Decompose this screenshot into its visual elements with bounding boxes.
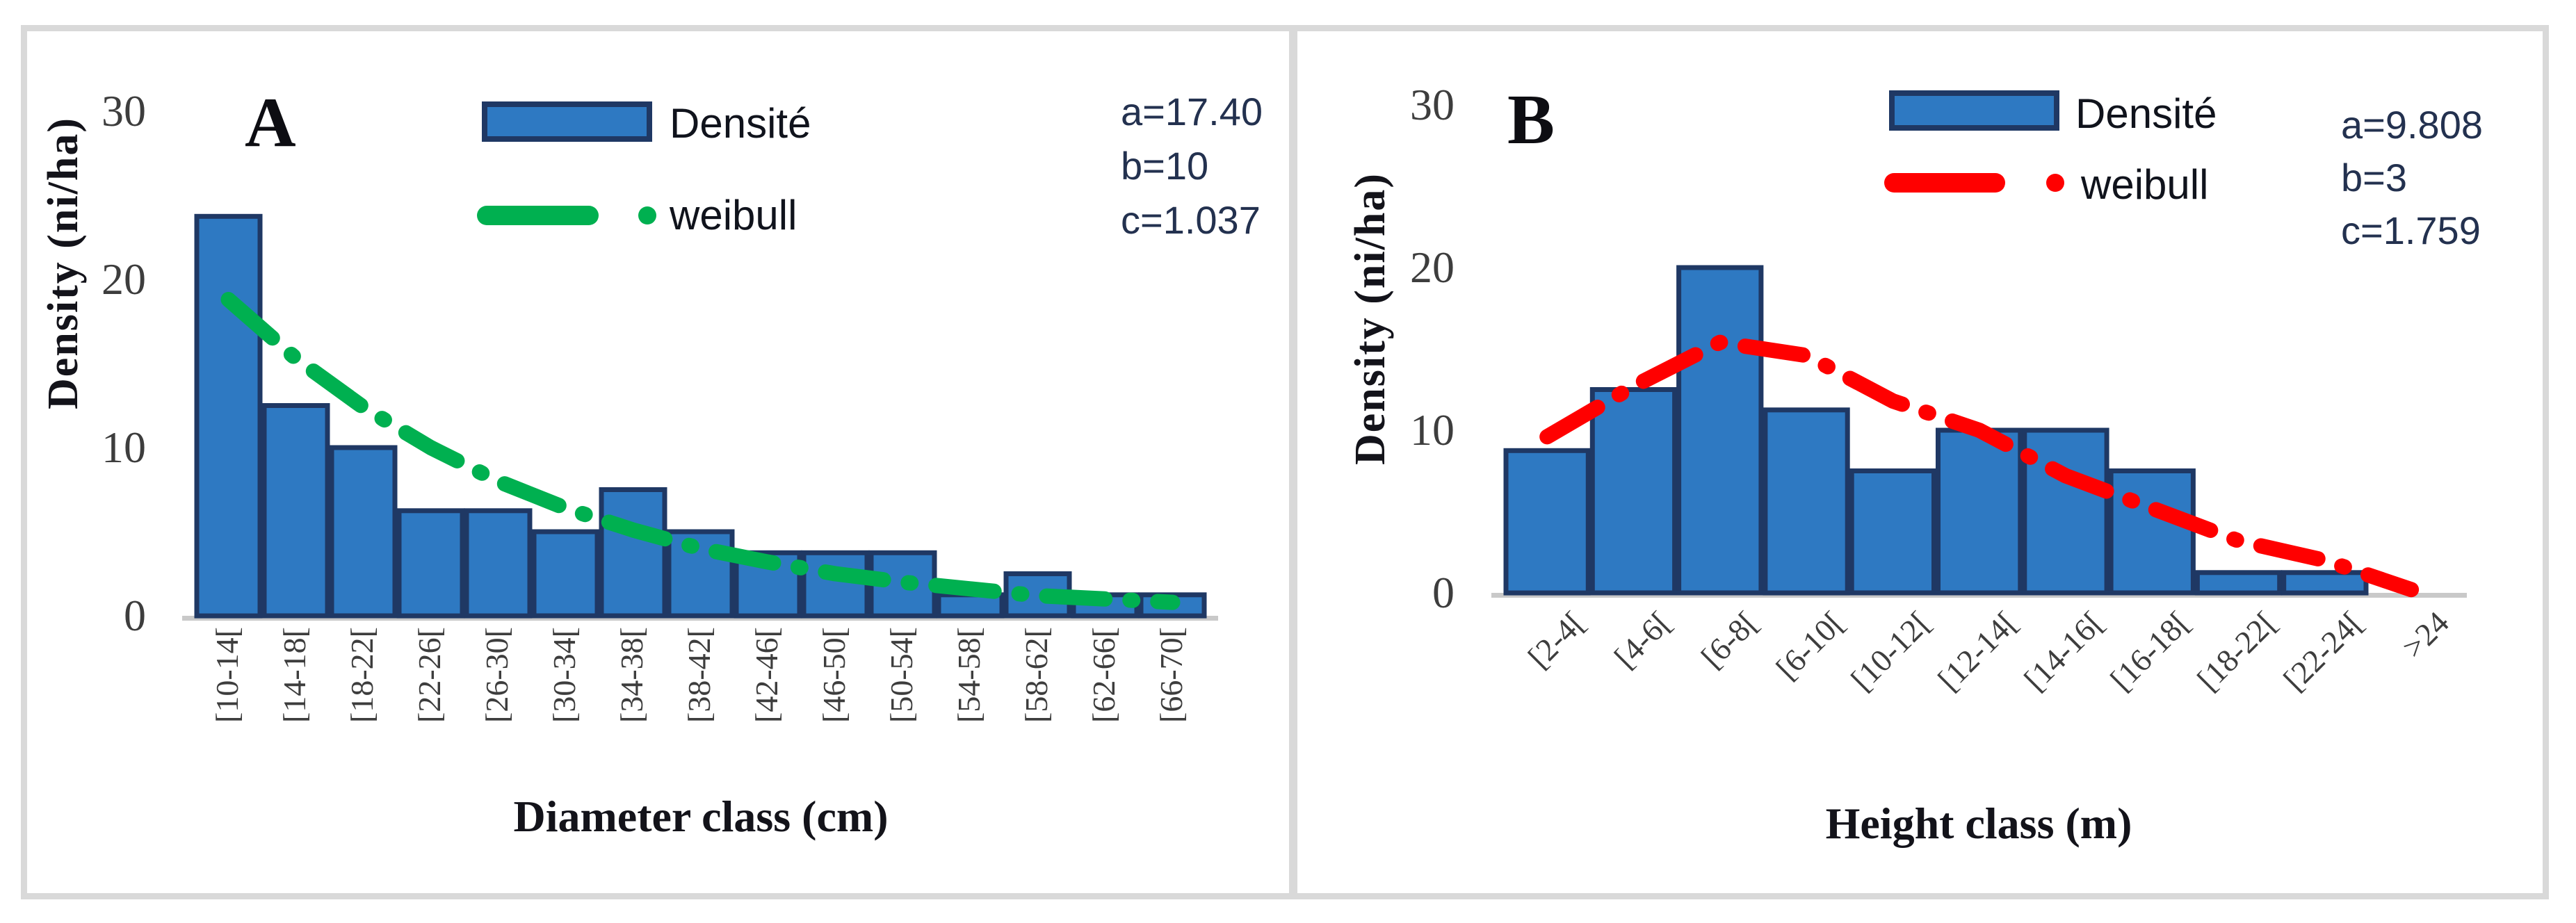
legend-weibull-dash-icon-b [1884,173,2005,193]
density-bar-[22-26[ [396,508,465,619]
legend-density-swatch-b [1889,90,2059,131]
density-bar-[10-14[ [194,213,263,619]
param-a-value: a=9.808 [2341,103,2483,147]
param-a-value: a=17.40 [1121,90,1263,133]
x-category-label-[58-62[: [58-62[ [1018,627,1054,723]
x-category-label-[38-42[: [38-42[ [681,627,717,723]
legend-weibull-dot-icon-b [2046,174,2064,192]
param-c-value: c=1.759 [2341,209,2481,252]
x-category-label-[62-66[: [62-66[ [1085,627,1121,723]
legend-weibull-dash-icon-a [477,206,599,225]
x-category-label-[30-34[: [30-34[ [546,627,582,723]
x-category-label-[66-70[: [66-70[ [1153,627,1189,723]
x-category-label-[54-58[: [54-58[ [950,627,987,723]
param-b-value: b=10 [1121,144,1209,188]
weibull-parameters-a: a=17.40 b=10 c=1.037 [1121,85,1263,247]
density-bar-[22-24[ [2281,570,2369,596]
legend-density-label-b: Densité [2075,90,2217,137]
density-bar-[18-22[ [2194,570,2283,596]
density-bar-[38-42[ [666,529,735,619]
density-bar-[2-4[ [1503,448,1591,596]
y-tick-label-20: 20 [102,254,146,304]
weibull-parameters-b: a=9.808 b=3 c=1.759 [2341,99,2483,257]
y-tick-label-20: 20 [1410,243,1455,292]
density-bar-[14-16[ [2022,427,2109,596]
density-bar-[26-30[ [464,508,533,619]
x-category-label-[50-54[: [50-54[ [883,627,919,723]
x-category-label-[34-38[: [34-38[ [613,627,649,723]
figure-outer-border [21,25,2549,899]
density-bar-[16-18[ [2108,468,2196,596]
x-category-label-[46-50[: [46-50[ [816,627,852,723]
y-tick-label-30: 30 [1410,80,1455,129]
x-axis-title-a: Diameter class (cm) [513,792,889,841]
density-bar-[14-18[ [261,403,330,619]
x-category-label-[10-14[: [10-14[ [209,627,245,723]
x-axis-title-b: Height class (m) [1825,799,2132,848]
y-tick-label-30: 30 [102,86,146,136]
panel-a-letter: A [245,83,296,162]
legend-weibull-label-b: weibull [2081,161,2209,208]
legend-weibull-dot-icon-a [638,206,656,224]
weibull-curve-B [1539,334,2420,598]
y-tick-label-0: 0 [124,591,146,640]
density-bar-[18-22[ [329,445,398,619]
y-tick-label-10: 10 [1410,405,1455,455]
legend-weibull-label-a: weibull [670,192,797,238]
density-bar-[12-14[ [1936,427,2023,596]
param-c-value: c=1.037 [1121,198,1261,242]
y-tick-label-0: 0 [1432,568,1455,617]
x-category-label-[14-18[: [14-18[ [276,627,312,723]
weibull-curve-A [220,292,1181,610]
x-category-label-[26-30[: [26-30[ [478,627,515,723]
density-bar-[34-38[ [599,487,667,619]
density-bar-[46-50[ [801,550,870,619]
panel-b-letter: B [1507,81,1555,159]
legend-density-label-a: Densité [670,100,811,147]
density-bar-[54-58[ [936,592,1005,619]
param-b-value: b=3 [2341,156,2407,199]
density-bar-[30-34[ [531,529,600,619]
panel-divider [1289,25,1297,899]
density-bar-[10-12[ [1849,468,1936,596]
x-category-label-[22-26[: [22-26[ [411,627,447,723]
density-bar-[6-10[ [1763,407,1850,596]
x-category-label-[42-46[: [42-46[ [748,627,784,723]
legend-density-swatch-a [482,101,652,142]
density-bar-[4-6[ [1589,387,1678,596]
density-bar-[6-8[ [1676,265,1764,596]
y-tick-label-10: 10 [102,423,146,472]
x-category-label-[18-22[: [18-22[ [343,627,380,723]
